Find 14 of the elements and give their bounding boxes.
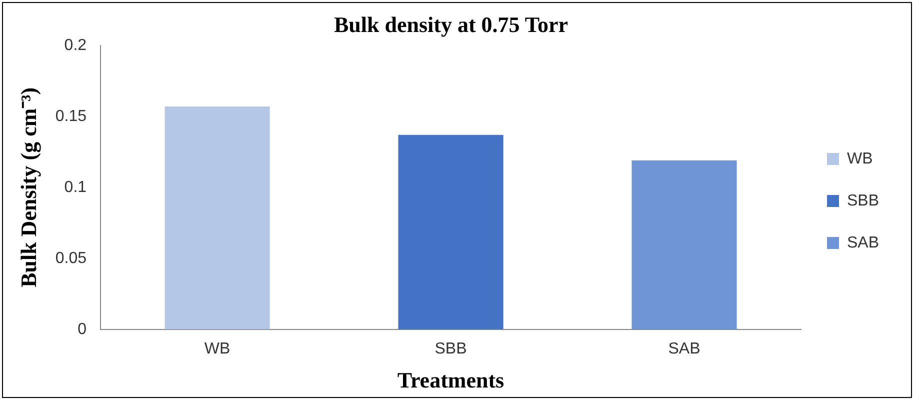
x-axis-title: Treatments <box>397 367 505 392</box>
x-tick-label: SAB <box>668 340 700 358</box>
legend-label: SBB <box>846 192 879 210</box>
y-axis-title: Bulk Density (g cm⁻³) <box>16 87 41 288</box>
y-tick-label: 0.05 <box>55 250 87 267</box>
x-tick-label: WB <box>204 340 230 358</box>
chart-title: Bulk density at 0.75 Torr <box>334 12 568 37</box>
y-tick-label: 0.15 <box>55 108 87 125</box>
legend-label: SAB <box>846 234 879 252</box>
legend-label: WB <box>846 150 873 168</box>
y-tick-label: 0.2 <box>64 36 87 54</box>
y-tick-label: 0.1 <box>64 178 87 196</box>
x-tick-label: SBB <box>434 340 467 358</box>
y-tick-label: 0 <box>78 320 87 338</box>
